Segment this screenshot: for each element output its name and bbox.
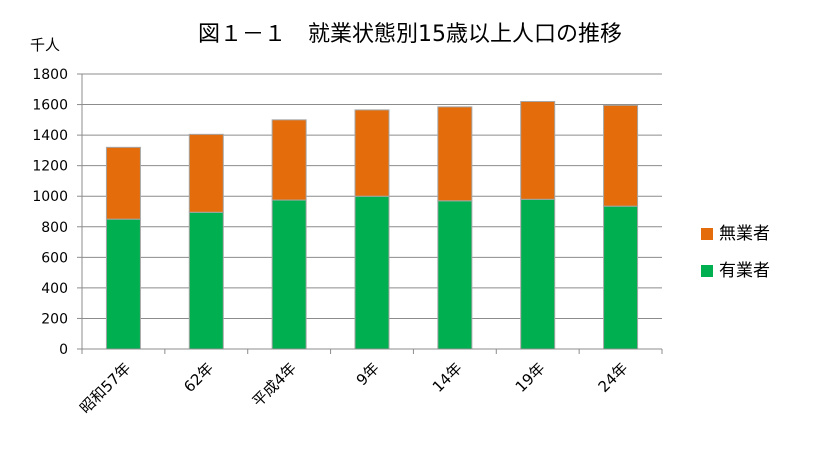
bar-segment-not-employed — [520, 101, 556, 200]
bar-segment-employed — [520, 198, 556, 350]
x-tick-label: 19年 — [512, 359, 549, 396]
y-tick-label: 0 — [59, 342, 68, 358]
bar-segment-not-employed — [354, 109, 390, 197]
bar-segment-not-employed — [271, 119, 307, 201]
bar-segment-employed — [188, 211, 224, 350]
bar-segment-employed — [437, 200, 473, 350]
bar-segment-not-employed — [437, 106, 473, 202]
x-tick-label: 平成4年 — [249, 359, 300, 410]
legend-swatch — [701, 228, 713, 240]
bar-segment-not-employed — [603, 104, 639, 207]
y-tick-label: 1800 — [32, 67, 68, 83]
x-tick-label: 24年 — [595, 359, 632, 396]
y-tick-label: 1600 — [32, 98, 68, 114]
x-tick-label: 14年 — [429, 359, 466, 396]
bar-segment-employed — [603, 205, 639, 350]
x-tick-label: 9年 — [353, 359, 383, 389]
y-tick-label: 1000 — [32, 189, 68, 205]
y-tick-label: 1200 — [32, 159, 68, 175]
bar-segment-not-employed — [105, 146, 141, 220]
bars — [105, 101, 639, 350]
y-tick-label: 800 — [41, 220, 68, 236]
y-tick-label: 1400 — [32, 128, 68, 144]
x-tick-label: 昭和57年 — [76, 359, 134, 417]
bar-segment-employed — [271, 199, 307, 350]
x-tick-label: 62年 — [180, 359, 217, 396]
bar-segment-not-employed — [188, 133, 224, 213]
legend-swatch — [701, 265, 713, 277]
legend-label: 有業者 — [719, 261, 770, 281]
chart-title: 図１－１ 就業状態別15歳以上人口の推移 — [198, 22, 622, 47]
y-axis-unit-label: 千人 — [30, 36, 60, 54]
bar-segment-employed — [105, 218, 141, 350]
y-tick-label: 600 — [41, 250, 68, 266]
y-axis: 0 200 400 600 800 1000 1200 1400 1600 1800 — [32, 67, 83, 358]
legend-label: 無業者 — [719, 224, 770, 244]
y-tick-label: 200 — [41, 311, 68, 327]
bar-segment-employed — [354, 195, 390, 350]
x-axis: 昭和57年 62年 平成4年 9年 14年 19年 24年 — [76, 348, 663, 417]
y-tick-label: 400 — [41, 281, 68, 297]
